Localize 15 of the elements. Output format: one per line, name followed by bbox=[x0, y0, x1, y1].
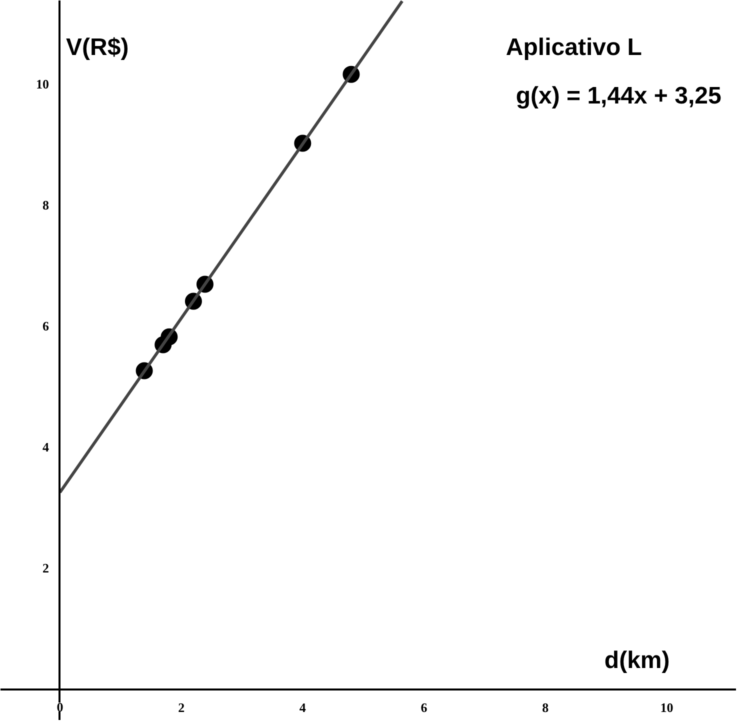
y-axis-title: V(R$) bbox=[66, 34, 129, 62]
x-tick-label: 6 bbox=[420, 700, 428, 716]
y-tick-label: 8 bbox=[42, 198, 50, 213]
y-tick-label: 2 bbox=[42, 560, 49, 576]
x-tick-label: 0 bbox=[56, 700, 64, 715]
y-tick-label: 4 bbox=[42, 440, 50, 455]
y-tick-label: 10 bbox=[36, 76, 49, 92]
annotation: g(x) = 1,44x + 3,25 bbox=[516, 82, 722, 110]
x-tick-label: 10 bbox=[660, 700, 674, 716]
y-tick-label: 6 bbox=[42, 318, 50, 334]
x-axis-title: d(km) bbox=[604, 646, 670, 674]
x-tick-label: 4 bbox=[299, 700, 306, 716]
x-tick-label: 2 bbox=[178, 700, 185, 716]
x-tick-label: 8 bbox=[542, 700, 550, 716]
text: Aplicativo L bbox=[506, 34, 642, 62]
